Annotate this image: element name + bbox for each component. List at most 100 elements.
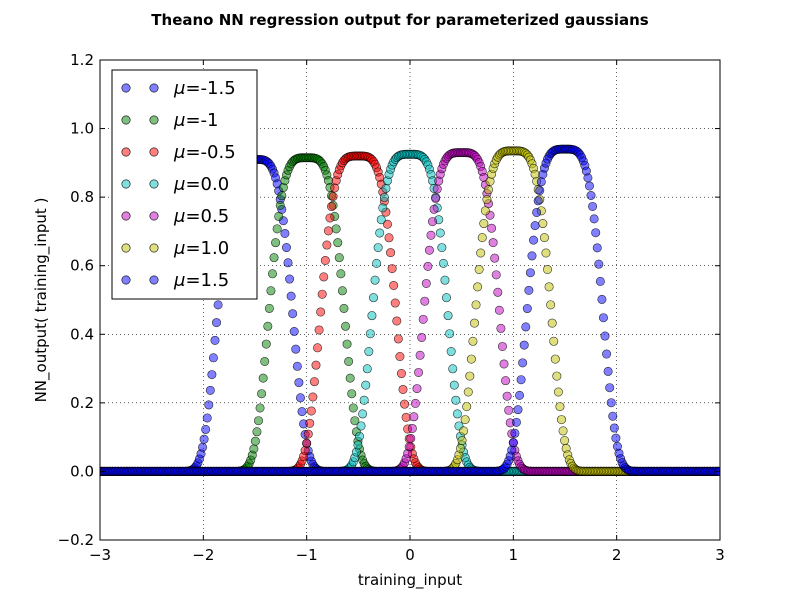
data-point xyxy=(207,370,217,380)
data-point xyxy=(359,395,369,405)
legend-value: =-1.5 xyxy=(185,78,235,99)
data-point xyxy=(543,264,553,274)
data-point xyxy=(463,387,473,397)
data-point xyxy=(339,303,349,313)
data-point xyxy=(361,380,371,390)
data-point xyxy=(320,255,330,265)
legend-value: =0.5 xyxy=(185,206,229,227)
data-point xyxy=(541,248,551,258)
data-point xyxy=(451,395,461,405)
legend-marker xyxy=(149,179,159,189)
data-point xyxy=(490,253,500,263)
data-point xyxy=(515,390,525,400)
data-point xyxy=(336,269,346,279)
data-point xyxy=(370,275,380,285)
data-point xyxy=(605,383,615,393)
data-point xyxy=(518,358,528,368)
data-point xyxy=(202,413,212,423)
data-point xyxy=(456,443,466,453)
legend-item: μ=1.0 xyxy=(121,238,229,259)
data-point xyxy=(384,233,394,243)
legend-label: μ=-0.5 xyxy=(173,142,236,163)
data-point xyxy=(539,233,549,243)
data-point xyxy=(459,426,469,436)
legend-marker xyxy=(121,243,131,253)
data-point xyxy=(323,226,333,236)
data-point xyxy=(395,352,405,362)
data-point xyxy=(465,371,475,381)
legend-value: =1.0 xyxy=(185,238,229,259)
data-point xyxy=(269,253,279,263)
data-point xyxy=(365,329,375,339)
data-point xyxy=(595,276,605,286)
data-point xyxy=(260,356,270,366)
data-point xyxy=(418,314,428,324)
data-point xyxy=(437,243,447,253)
data-point xyxy=(258,373,268,383)
data-point xyxy=(297,407,307,417)
data-point xyxy=(473,282,483,292)
data-point xyxy=(407,423,417,433)
data-point xyxy=(283,258,293,268)
legend-marker xyxy=(121,147,131,157)
data-point xyxy=(348,403,358,413)
data-point xyxy=(400,399,410,409)
data-point xyxy=(552,371,562,381)
data-point xyxy=(261,339,271,349)
data-point xyxy=(603,366,613,376)
data-point xyxy=(597,294,607,304)
data-point xyxy=(501,376,511,386)
data-point xyxy=(462,402,472,412)
data-point xyxy=(199,434,209,444)
data-point xyxy=(333,238,343,248)
data-point xyxy=(281,243,291,253)
data-point xyxy=(309,377,319,387)
data-point xyxy=(350,416,360,426)
legend-marker xyxy=(149,147,159,157)
data-point xyxy=(319,272,329,282)
legend-marker xyxy=(121,83,131,93)
x-tick-label: 3 xyxy=(715,546,725,564)
legend-marker xyxy=(121,115,131,125)
data-point xyxy=(334,253,344,263)
data-point xyxy=(536,177,546,187)
series-1.5 xyxy=(100,144,720,476)
legend-marker xyxy=(149,211,159,221)
data-point xyxy=(353,440,363,450)
legend-label: μ=1.5 xyxy=(173,270,229,291)
x-tick-label: −3 xyxy=(89,546,111,564)
data-point xyxy=(393,334,403,344)
data-point xyxy=(609,423,619,433)
legend-value: =-0.5 xyxy=(185,142,235,163)
data-point xyxy=(608,411,618,421)
data-point xyxy=(493,287,503,297)
data-point xyxy=(367,311,377,321)
x-tick-label: 2 xyxy=(612,546,622,564)
data-point xyxy=(560,436,570,446)
data-point xyxy=(358,409,368,419)
data-point xyxy=(438,258,448,268)
data-point xyxy=(289,327,299,337)
data-point xyxy=(249,444,259,454)
data-point xyxy=(212,318,222,328)
data-point xyxy=(213,300,223,310)
x-tick-label: 1 xyxy=(509,546,519,564)
legend-label: μ=1.0 xyxy=(173,238,229,259)
y-tick-label: 1.0 xyxy=(70,120,94,138)
data-point xyxy=(598,313,608,323)
data-point xyxy=(401,412,411,422)
data-point xyxy=(292,361,302,371)
x-tick-label: −2 xyxy=(192,546,214,564)
data-point xyxy=(611,433,621,443)
data-point xyxy=(524,285,534,295)
data-point xyxy=(583,173,593,183)
data-point xyxy=(302,438,312,448)
data-point xyxy=(291,344,301,354)
data-point xyxy=(375,228,385,238)
data-point xyxy=(378,203,388,213)
data-point xyxy=(288,309,298,319)
legend-mu-symbol: μ xyxy=(173,206,185,227)
data-point xyxy=(303,429,313,439)
data-point xyxy=(356,421,366,431)
